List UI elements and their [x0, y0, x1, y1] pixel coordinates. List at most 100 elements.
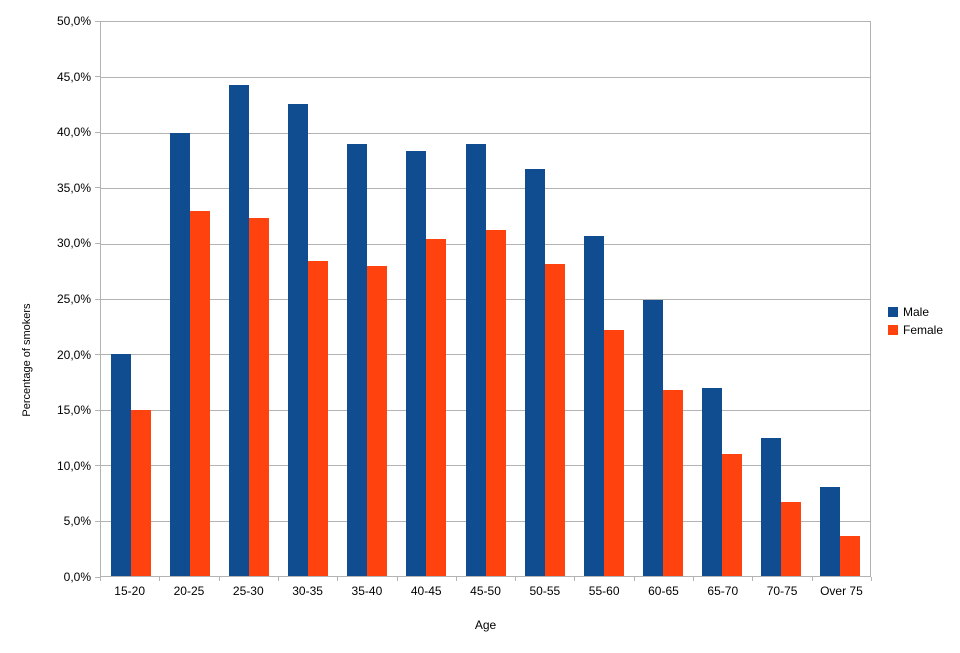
y-tick-mark	[95, 465, 100, 467]
x-tick-mark	[337, 577, 339, 581]
bar-male	[524, 169, 545, 576]
bar-male	[642, 300, 663, 576]
y-tick-label: 25,0%	[56, 292, 91, 306]
y-tick-mark	[95, 76, 100, 78]
bar-group-45-50	[456, 22, 515, 576]
y-tick-mark	[95, 409, 100, 411]
x-tick-mark	[100, 577, 101, 581]
y-tick-label: 35,0%	[56, 180, 91, 195]
y-tick-label: 50,0%	[56, 14, 91, 28]
y-axis-tick-marks	[95, 20, 100, 578]
x-tick-mark	[752, 577, 754, 581]
y-tick-label: 5,0%	[63, 514, 91, 529]
gridline	[101, 77, 870, 79]
bar-male	[583, 235, 604, 576]
bar-female	[603, 330, 624, 576]
bar-female	[248, 218, 269, 576]
bar-female	[308, 261, 329, 576]
bar-female	[544, 263, 565, 576]
gridline	[101, 132, 870, 134]
x-tick-mark	[633, 577, 635, 581]
bar-group-60-65	[633, 22, 692, 576]
bar-group-40-45	[397, 22, 456, 576]
bar-groups	[101, 22, 870, 576]
y-tick-label: 0,0%	[63, 570, 91, 584]
x-tick-label: 50-55	[529, 584, 561, 598]
x-tick-mark	[277, 577, 279, 581]
y-tick-mark	[95, 20, 100, 22]
y-tick-mark	[95, 354, 100, 356]
x-tick-mark	[811, 577, 813, 581]
legend-swatch-icon	[888, 307, 898, 317]
y-tick-mark	[95, 298, 100, 300]
y-tick-label: 15,0%	[56, 403, 91, 418]
x-tick-label: 70-75	[766, 584, 798, 598]
bar-group-over-75	[811, 22, 870, 576]
x-tick-mark	[515, 577, 517, 581]
x-tick-mark	[574, 577, 576, 581]
y-tick-mark	[95, 242, 100, 244]
bar-group-55-60	[574, 22, 633, 576]
y-tick-mark	[95, 520, 100, 522]
bar-female	[840, 536, 861, 576]
plot-area	[100, 21, 871, 577]
bar-group-30-35	[278, 22, 337, 576]
y-tick-label: 20,0%	[56, 347, 91, 362]
x-axis-title: Age	[474, 618, 497, 632]
x-tick-label: 15-20	[114, 584, 145, 598]
y-tick-label: 45,0%	[56, 69, 91, 84]
x-tick-label: 20-25	[173, 584, 205, 598]
x-tick-mark	[159, 577, 161, 581]
bar-female	[485, 230, 506, 576]
legend-swatch-icon	[888, 325, 898, 335]
bar-group-15-20	[101, 22, 160, 576]
x-tick-mark	[396, 577, 398, 581]
bar-female	[781, 501, 802, 576]
bar-female	[130, 409, 151, 576]
bar-female	[662, 389, 683, 576]
x-tick-label: 25-30	[232, 584, 264, 598]
bar-male	[406, 150, 427, 576]
x-tick-label: Over 75	[820, 584, 863, 598]
bar-group-25-30	[219, 22, 278, 576]
x-tick-label: 45-50	[470, 584, 501, 598]
legend: Male Female	[888, 305, 943, 341]
bar-male	[228, 85, 249, 576]
y-tick-mark	[95, 131, 100, 133]
y-tick-label: 40,0%	[56, 125, 91, 140]
legend-item-male: Male	[888, 305, 943, 319]
y-tick-label: 30,0%	[56, 236, 91, 251]
legend-item-female: Female	[888, 323, 943, 337]
bar-female	[722, 454, 743, 576]
x-axis-tick-marks	[100, 577, 872, 581]
legend-label: Female	[903, 323, 944, 337]
bar-female	[367, 265, 388, 576]
x-tick-label: 60-65	[648, 584, 679, 598]
bar-male	[288, 104, 309, 576]
bar-group-70-75	[752, 22, 811, 576]
x-tick-mark	[693, 577, 695, 581]
bar-group-20-25	[160, 22, 219, 576]
x-tick-mark	[218, 577, 220, 581]
x-tick-label: 30-35	[292, 584, 323, 598]
bar-male	[169, 132, 190, 576]
x-tick-mark	[455, 577, 457, 581]
bar-group-50-55	[515, 22, 574, 576]
x-tick-label: 65-70	[707, 584, 739, 598]
y-tick-label: 10,0%	[56, 458, 91, 473]
y-tick-mark	[95, 187, 100, 189]
bar-female	[426, 239, 447, 576]
x-axis-tick-labels: 15-20 20-25 25-30 30-35 35-40 40-45 45-50 50-55…	[100, 584, 871, 598]
bar-female	[189, 211, 210, 576]
bar-group-65-70	[693, 22, 752, 576]
bar-male	[347, 143, 368, 576]
x-tick-mark	[871, 577, 872, 581]
bar-male	[761, 437, 782, 576]
bar-male	[820, 487, 841, 576]
x-tick-label: 40-45	[410, 584, 442, 598]
y-tick-mark	[95, 576, 100, 578]
bar-group-35-40	[338, 22, 397, 576]
bar-male	[702, 387, 723, 576]
legend-label: Male	[903, 305, 930, 319]
